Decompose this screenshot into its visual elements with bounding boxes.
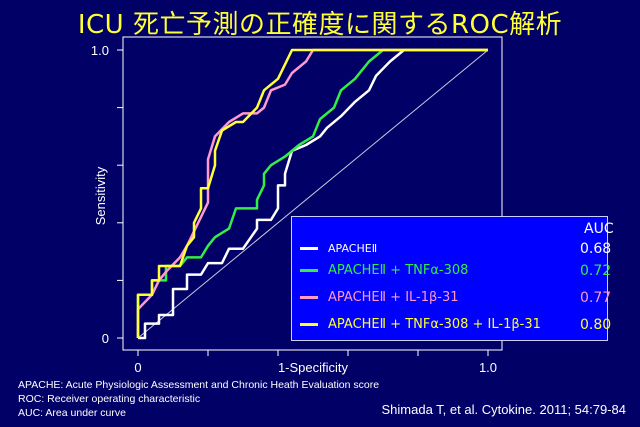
- roc-curves: [136, 48, 488, 340]
- diagonal-reference-line: [137, 49, 489, 339]
- legend-item-combined: APACHEⅡ + TNFα-308 + IL-1β-31: [300, 315, 541, 333]
- x-tick-label: 0: [134, 360, 141, 375]
- legend-auc-header: AUC: [584, 221, 614, 237]
- chart-title: ICU 死亡予測の正確度に関するROC解析: [77, 10, 563, 40]
- footnote: AUC: Area under curve: [18, 407, 126, 419]
- legend-label: APACHEⅡ + TNFα-308: [328, 262, 469, 278]
- legend-item-il1: APACHEⅡ + IL-1β-31: [300, 288, 459, 306]
- citation: Shimada T, et al. Cytokine. 2011; 54:79-…: [381, 402, 626, 417]
- legend-label: APACHEⅡ: [328, 241, 378, 255]
- footnote: ROC: Receiver operating characteristic: [18, 393, 201, 405]
- legend-swatch: [300, 246, 318, 250]
- legend-swatch: [300, 295, 318, 299]
- legend-auc-combined: 0.80: [580, 317, 612, 333]
- legend-item-apache: APACHEⅡ: [300, 239, 377, 257]
- y-tick-label: 0: [102, 331, 109, 346]
- legend-swatch: [300, 322, 318, 326]
- x-tick-label: 1.0: [479, 360, 497, 375]
- legend-label: APACHEⅡ + IL-1β-31: [328, 289, 459, 305]
- legend: AUC APACHEⅡ 0.68 APACHEⅡ + TNFα-308 0.72…: [291, 216, 614, 341]
- legend-item-tnf: APACHEⅡ + TNFα-308: [300, 261, 468, 279]
- y-axis-label: Sensitivity: [93, 166, 108, 225]
- legend-auc-il1: 0.77: [580, 290, 612, 306]
- chart-axes: 0 1.0 0 1.0: [91, 36, 503, 375]
- y-tick-label: 1.0: [91, 43, 109, 58]
- legend-auc-tnf: 0.72: [580, 263, 612, 279]
- legend-label: APACHEⅡ + TNFα-308 + IL-1β-31: [328, 316, 541, 332]
- footnotes: APACHE: Acute Physiologic Assessment and…: [18, 378, 379, 420]
- plot-frame: [122, 36, 503, 351]
- roc-curve-3: [136, 48, 488, 338]
- roc-curve-4: [136, 48, 488, 338]
- legend-auc-apache: 0.68: [580, 241, 612, 257]
- x-axis-label: 1-Specificity: [278, 360, 349, 375]
- roc-curve-1: [138, 48, 488, 340]
- legend-swatch: [300, 268, 318, 272]
- footnote: APACHE: Acute Physiologic Assessment and…: [18, 379, 380, 391]
